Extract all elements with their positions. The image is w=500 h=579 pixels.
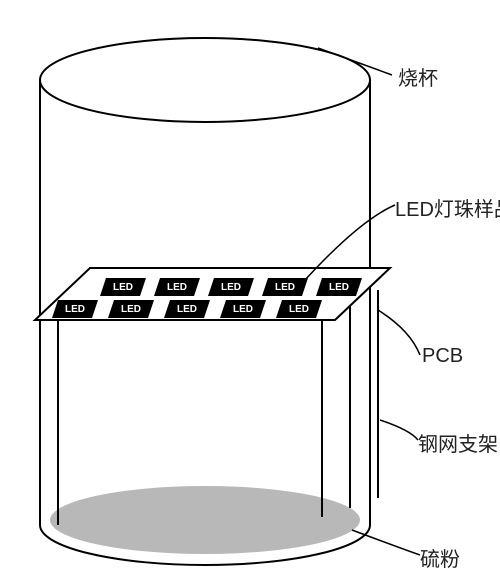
label-pcb: PCB bbox=[422, 345, 463, 368]
svg-text:LED: LED bbox=[113, 282, 133, 293]
svg-text:LED: LED bbox=[233, 304, 253, 315]
label-beaker: 烧杯 bbox=[398, 62, 438, 91]
label-led-sample: LED灯珠样品 bbox=[395, 193, 500, 222]
svg-text:LED: LED bbox=[167, 282, 187, 293]
svg-text:LED: LED bbox=[329, 282, 349, 293]
svg-text:LED: LED bbox=[221, 282, 241, 293]
svg-text:LED: LED bbox=[65, 304, 85, 315]
svg-text:LED: LED bbox=[177, 304, 197, 315]
svg-text:LED: LED bbox=[275, 282, 295, 293]
svg-text:LED: LED bbox=[121, 304, 141, 315]
label-sulfur: 硫粉 bbox=[420, 543, 460, 572]
label-stand: 钢网支架 bbox=[418, 428, 498, 457]
svg-text:LED: LED bbox=[289, 304, 309, 315]
